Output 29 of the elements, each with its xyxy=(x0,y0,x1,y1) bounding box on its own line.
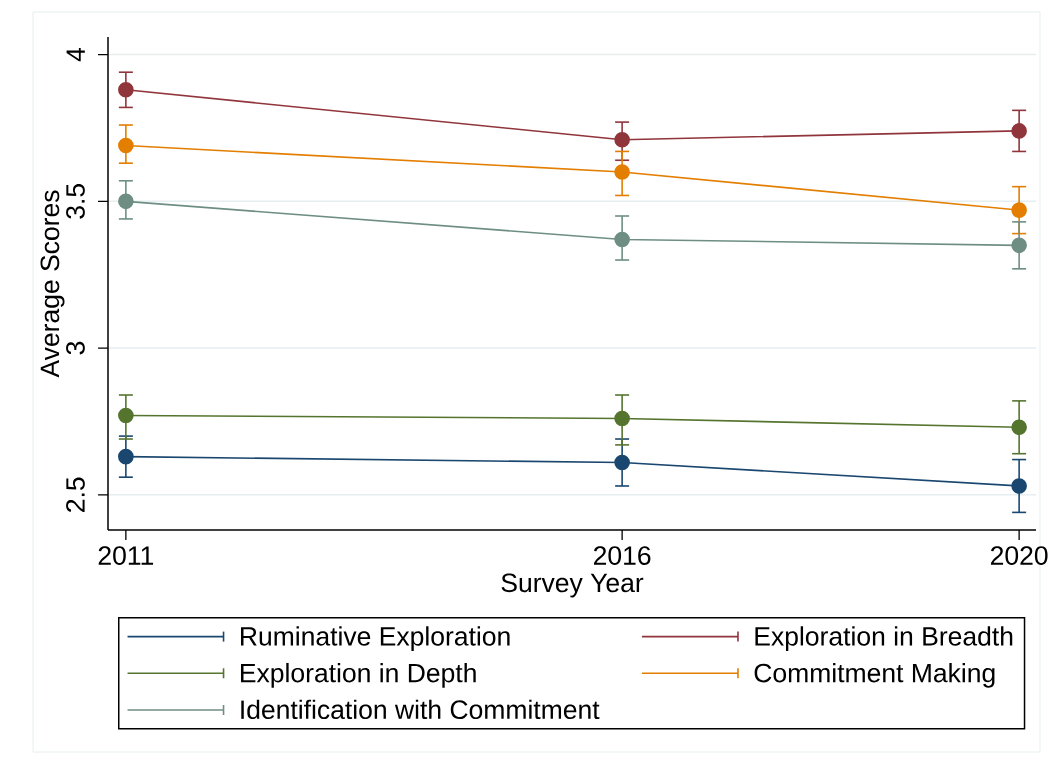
point xyxy=(614,454,630,471)
point xyxy=(118,82,134,98)
point xyxy=(614,164,630,180)
point xyxy=(118,448,134,465)
legend-label: Ruminative Exploration xyxy=(241,626,510,651)
legend-label: Exploration in Breadth xyxy=(755,626,1013,651)
x-axis-title: Survey Year xyxy=(501,573,644,598)
point xyxy=(118,193,134,210)
point xyxy=(614,410,630,427)
point xyxy=(614,231,630,248)
x-tick-label: 2020 xyxy=(990,546,1048,565)
y-tick-label: 2.5 xyxy=(66,477,85,512)
point xyxy=(118,137,134,154)
y-tick-label: 3.5 xyxy=(66,184,85,219)
point xyxy=(1011,123,1027,139)
y-tick-label: 4 xyxy=(66,48,85,62)
point xyxy=(118,407,134,424)
point xyxy=(1011,237,1027,254)
legend-label: Commitment Making xyxy=(754,662,995,688)
x-tick-label: 2016 xyxy=(593,546,651,565)
point xyxy=(1011,419,1027,436)
x-tick-label: 2011 xyxy=(98,546,154,565)
point xyxy=(1011,202,1027,218)
y-tick-label: 3 xyxy=(66,341,85,355)
point xyxy=(1011,478,1027,494)
legend-label: Identification with Commitment xyxy=(241,699,600,720)
y-axis-title: Average Scores xyxy=(40,190,65,378)
point xyxy=(614,131,630,148)
legend-label: Exploration in Depth xyxy=(241,662,476,688)
